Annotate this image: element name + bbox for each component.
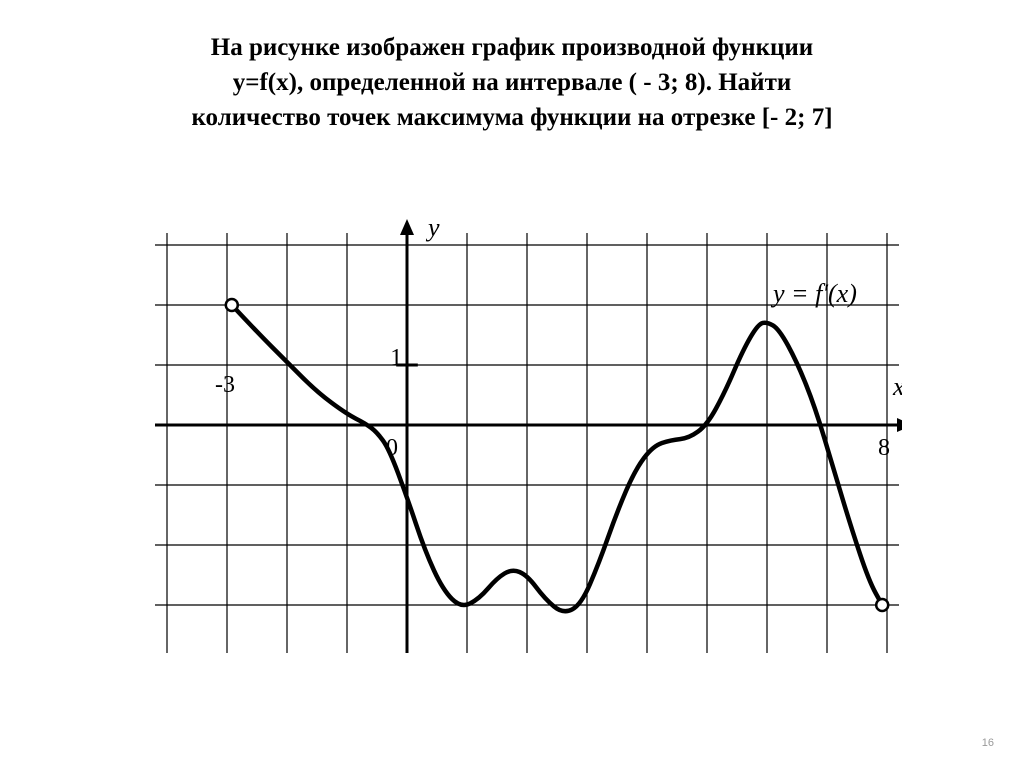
- svg-text:x: x: [892, 372, 902, 401]
- title-line-1: На рисунке изображен график производной …: [50, 30, 974, 65]
- svg-text:1: 1: [390, 345, 402, 371]
- title-line-3: количество точек максимума функции на от…: [50, 100, 974, 135]
- page-number: 16: [982, 737, 994, 749]
- svg-text:-3: -3: [215, 372, 235, 398]
- svg-text:y: y: [425, 213, 440, 242]
- problem-title: На рисунке изображен график производной …: [0, 0, 1024, 155]
- title-line-2: y=f(x), определенной на интервале ( - 3;…: [50, 65, 974, 100]
- svg-text:y = f′(x): y = f′(x): [770, 279, 857, 308]
- derivative-chart: xy-3108y = f′(x): [122, 165, 902, 655]
- svg-text:8: 8: [878, 435, 890, 461]
- chart-svg: xy-3108y = f′(x): [122, 165, 902, 655]
